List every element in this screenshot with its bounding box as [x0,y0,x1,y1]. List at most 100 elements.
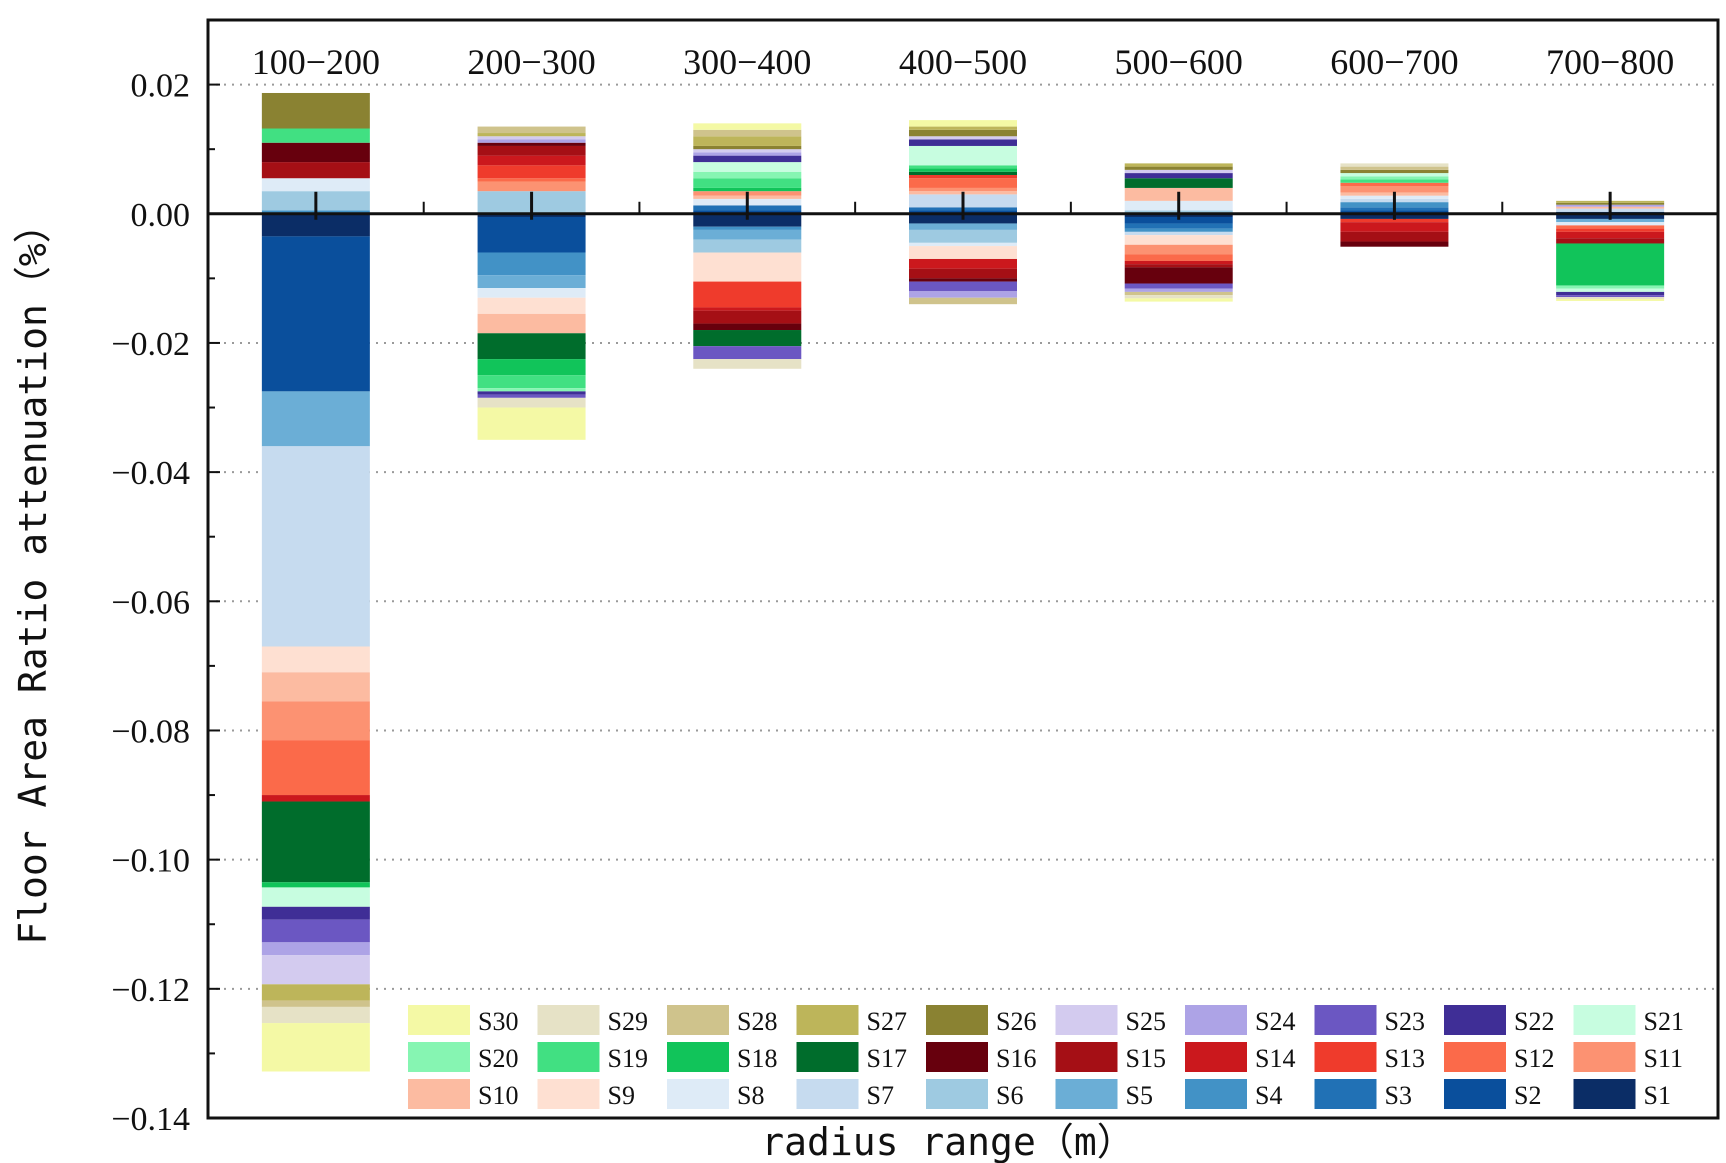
bar-segment-s11 [477,181,586,192]
legend-label-s12: S12 [1514,1044,1554,1073]
legend-swatch-s27 [796,1005,859,1035]
bar-segment-s21 [909,145,1017,166]
category-label: 100−200 [252,42,380,82]
bar-segment-s15 [693,310,802,324]
bar-segment-s12 [909,178,1017,188]
bar-segment-s28 [693,129,802,137]
bar-segment-s8 [1556,222,1665,226]
bar-segment-s18 [1556,243,1665,286]
bar-segment-s21 [693,162,802,172]
bar-segment-s22 [1556,291,1665,296]
bar-segment-s23 [261,919,370,943]
legend-label-s26: S26 [996,1007,1036,1036]
legend-label-s18: S18 [737,1044,777,1073]
bar-segment-s14 [477,155,586,166]
bar-segment-s30 [693,123,802,130]
bar-segment-s6 [909,229,1017,243]
legend-label-s29: S29 [608,1007,648,1036]
bar-segment-s11 [909,187,1017,192]
legend-swatch-s16 [926,1042,988,1072]
bar-segment-s23 [693,346,802,360]
bar-segment-s26 [261,92,370,129]
bar-segment-s14 [261,795,370,802]
bar-segment-s29 [1124,295,1233,299]
legend-swatch-s19 [537,1042,600,1072]
legend-label-s16: S16 [996,1044,1036,1073]
bar-segment-s2 [477,216,586,253]
bar-segment-s29 [261,1006,370,1024]
bar-segment-s24 [693,152,802,156]
legend-label-s25: S25 [1126,1007,1166,1036]
category-label: 500−600 [1115,42,1243,82]
bar-segment-s14 [693,307,802,311]
bar-segment-s12 [1124,254,1233,261]
bar-segment-s19 [693,178,802,188]
bar-segment-s14 [1340,222,1449,232]
bar-segment-s22 [261,906,370,920]
legend-swatch-s5 [1055,1079,1118,1109]
bar-segment-s29 [693,359,802,369]
bar-segment-s18 [693,187,802,192]
bar-segment-s25 [261,955,370,985]
legend-swatch-s12 [1444,1042,1506,1072]
bar-segment-s13 [1340,218,1449,223]
legend-swatch-s17 [796,1042,859,1072]
legend-label-s9: S9 [608,1081,635,1110]
bar-segment-s13 [477,165,586,179]
bar-segment-s5 [261,391,370,447]
bar-segment-s7 [1124,231,1233,236]
legend-swatch-s6 [926,1079,988,1109]
legend-swatch-s1 [1573,1079,1636,1109]
bar-segment-s27 [693,136,802,146]
y-axis-title: Floor Area Ratio attenuation（%） [11,205,55,944]
bar-segment-s20 [1556,285,1665,289]
bar-segment-s17 [693,330,802,347]
bar-segment-s1 [693,213,802,227]
bar-segment-s21 [261,887,370,907]
bar-segment-s29 [1556,297,1665,300]
legend-swatch-s13 [1314,1042,1377,1072]
bar-segment-s9 [477,297,586,314]
bar-segment-s13 [1556,228,1665,232]
bar-segment-s9 [1124,235,1233,245]
bar-segment-s19 [1340,179,1449,183]
bar-segment-s19 [261,128,370,143]
legend-swatch-s15 [1055,1042,1118,1072]
bar-segment-s21 [1340,173,1449,177]
y-tick-label: −0.02 [111,326,190,363]
y-tick-label: 0.00 [131,197,191,234]
bar-segment-s28 [477,126,586,134]
bar-segment-s25 [909,136,1017,140]
bar-segment-s8 [477,288,586,298]
bar-segment-s11 [261,701,370,741]
bar-segment-s5 [693,229,802,240]
y-tick-label: −0.04 [111,455,190,492]
bar-segment-s17 [261,801,370,883]
axes [206,18,1720,1120]
bar-segment-s24 [1124,288,1233,292]
legend-label-s30: S30 [478,1007,518,1036]
bar-segment-s15 [1340,231,1449,242]
bar-segment-s16 [1124,267,1233,284]
bar-segment-s29 [1340,163,1449,167]
legend-swatch-s20 [408,1042,470,1072]
legend-label-s17: S17 [867,1044,907,1073]
bar-segment-s8 [261,178,370,192]
bar-segment-s8 [909,242,1017,247]
legend-swatch-s9 [537,1079,600,1109]
bar-segment-s3 [1124,223,1233,229]
legend-label-s7: S7 [867,1081,894,1110]
category-label: 600−700 [1330,42,1458,82]
bars [261,92,1665,1072]
legend-label-s15: S15 [1126,1044,1166,1073]
bar-segment-s13 [909,175,1017,179]
legend-swatch-s4 [1185,1079,1247,1109]
bar-segment-s18 [909,168,1017,172]
bar-segment-s21 [1556,288,1665,292]
legend: S30 S29 S28 S27 S26 S25 S24 S23 S22 S21 S20 S19 S18 S… [408,1005,1684,1110]
bar-segment-s30 [261,1023,370,1072]
legend-swatch-s22 [1444,1005,1506,1035]
legend-swatch-s3 [1314,1079,1377,1109]
bar-segment-s4 [477,252,586,276]
